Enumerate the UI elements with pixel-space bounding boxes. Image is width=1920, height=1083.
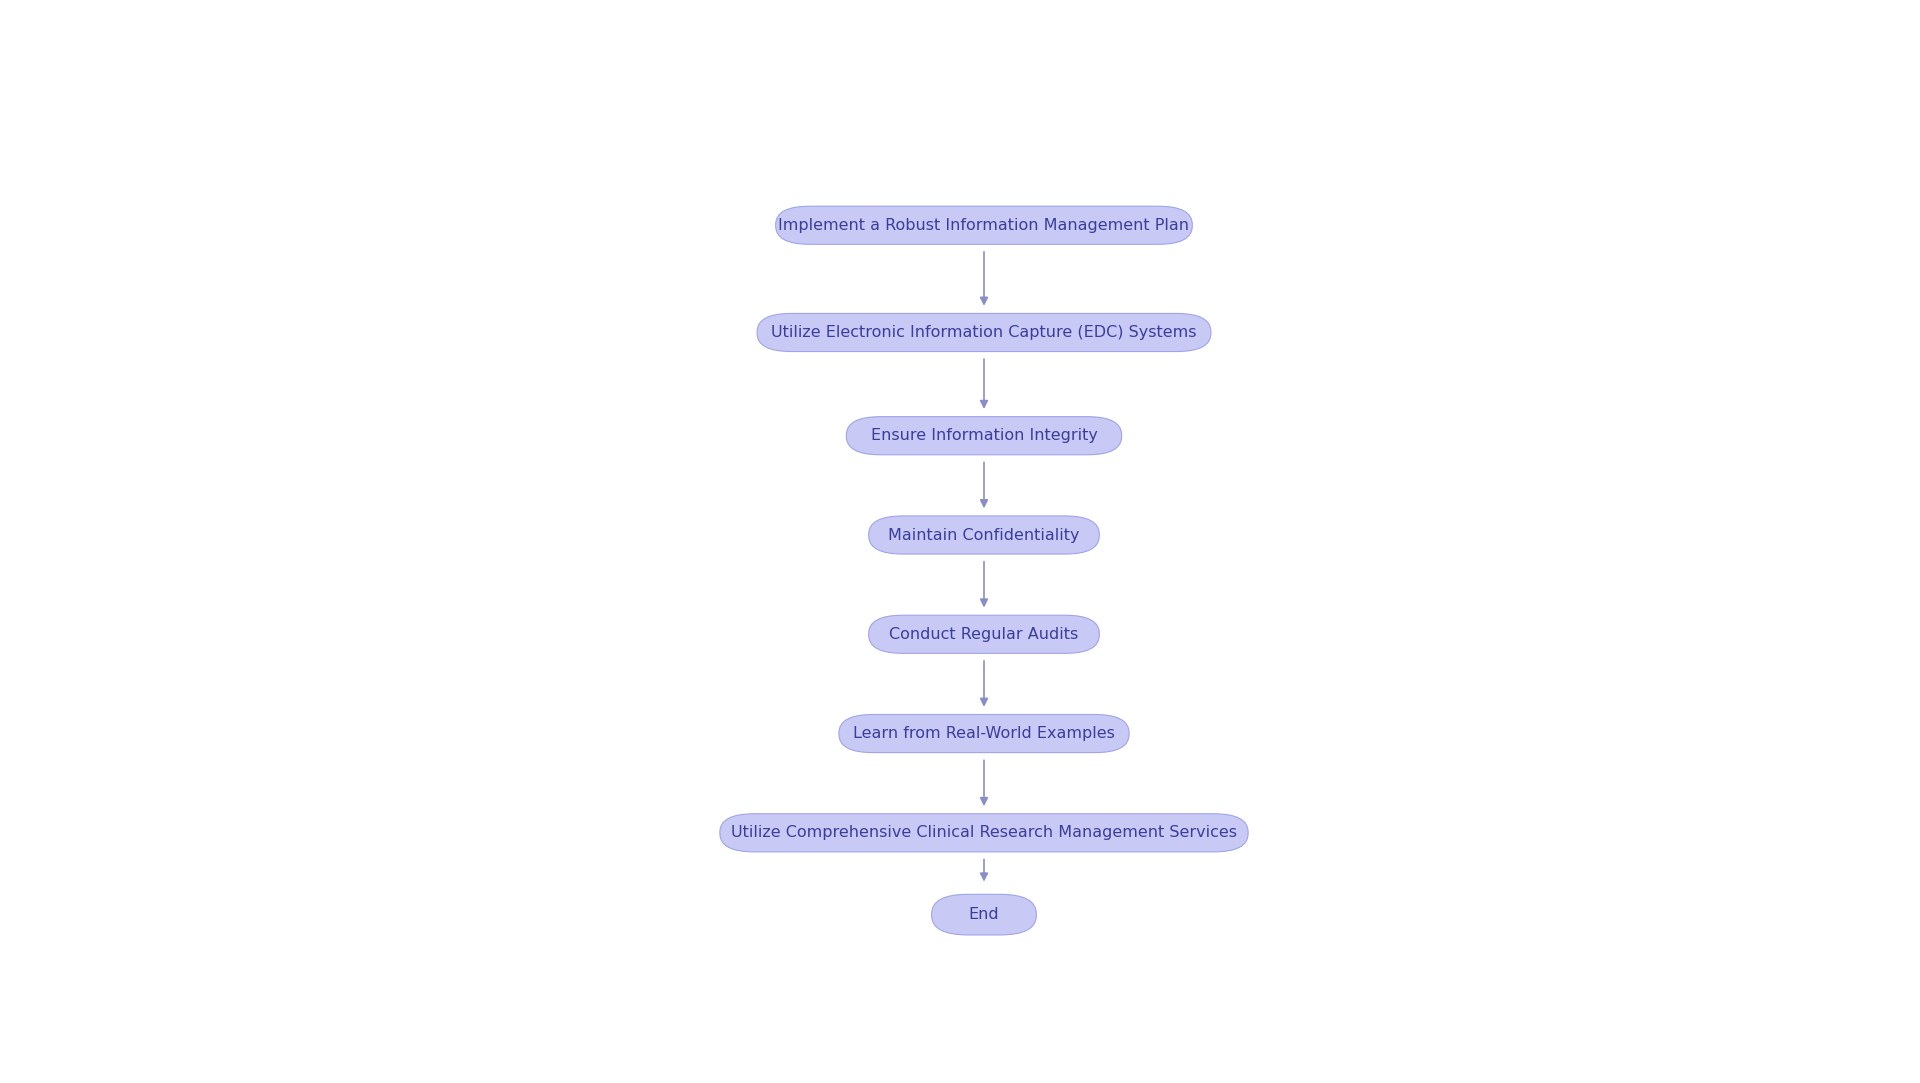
FancyBboxPatch shape (756, 313, 1212, 352)
Text: Utilize Comprehensive Clinical Research Management Services: Utilize Comprehensive Clinical Research … (732, 825, 1236, 840)
Text: Implement a Robust Information Management Plan: Implement a Robust Information Managemen… (778, 218, 1190, 233)
FancyBboxPatch shape (868, 516, 1100, 554)
FancyBboxPatch shape (839, 715, 1129, 753)
FancyBboxPatch shape (847, 417, 1121, 455)
FancyBboxPatch shape (776, 206, 1192, 245)
Text: Utilize Electronic Information Capture (EDC) Systems: Utilize Electronic Information Capture (… (772, 325, 1196, 340)
FancyBboxPatch shape (868, 615, 1100, 653)
Text: Learn from Real-World Examples: Learn from Real-World Examples (852, 726, 1116, 741)
FancyBboxPatch shape (720, 813, 1248, 852)
Text: Conduct Regular Audits: Conduct Regular Audits (889, 627, 1079, 642)
FancyBboxPatch shape (931, 895, 1037, 935)
Text: Maintain Confidentiality: Maintain Confidentiality (889, 527, 1079, 543)
Text: Ensure Information Integrity: Ensure Information Integrity (870, 428, 1098, 443)
Text: End: End (970, 908, 998, 922)
